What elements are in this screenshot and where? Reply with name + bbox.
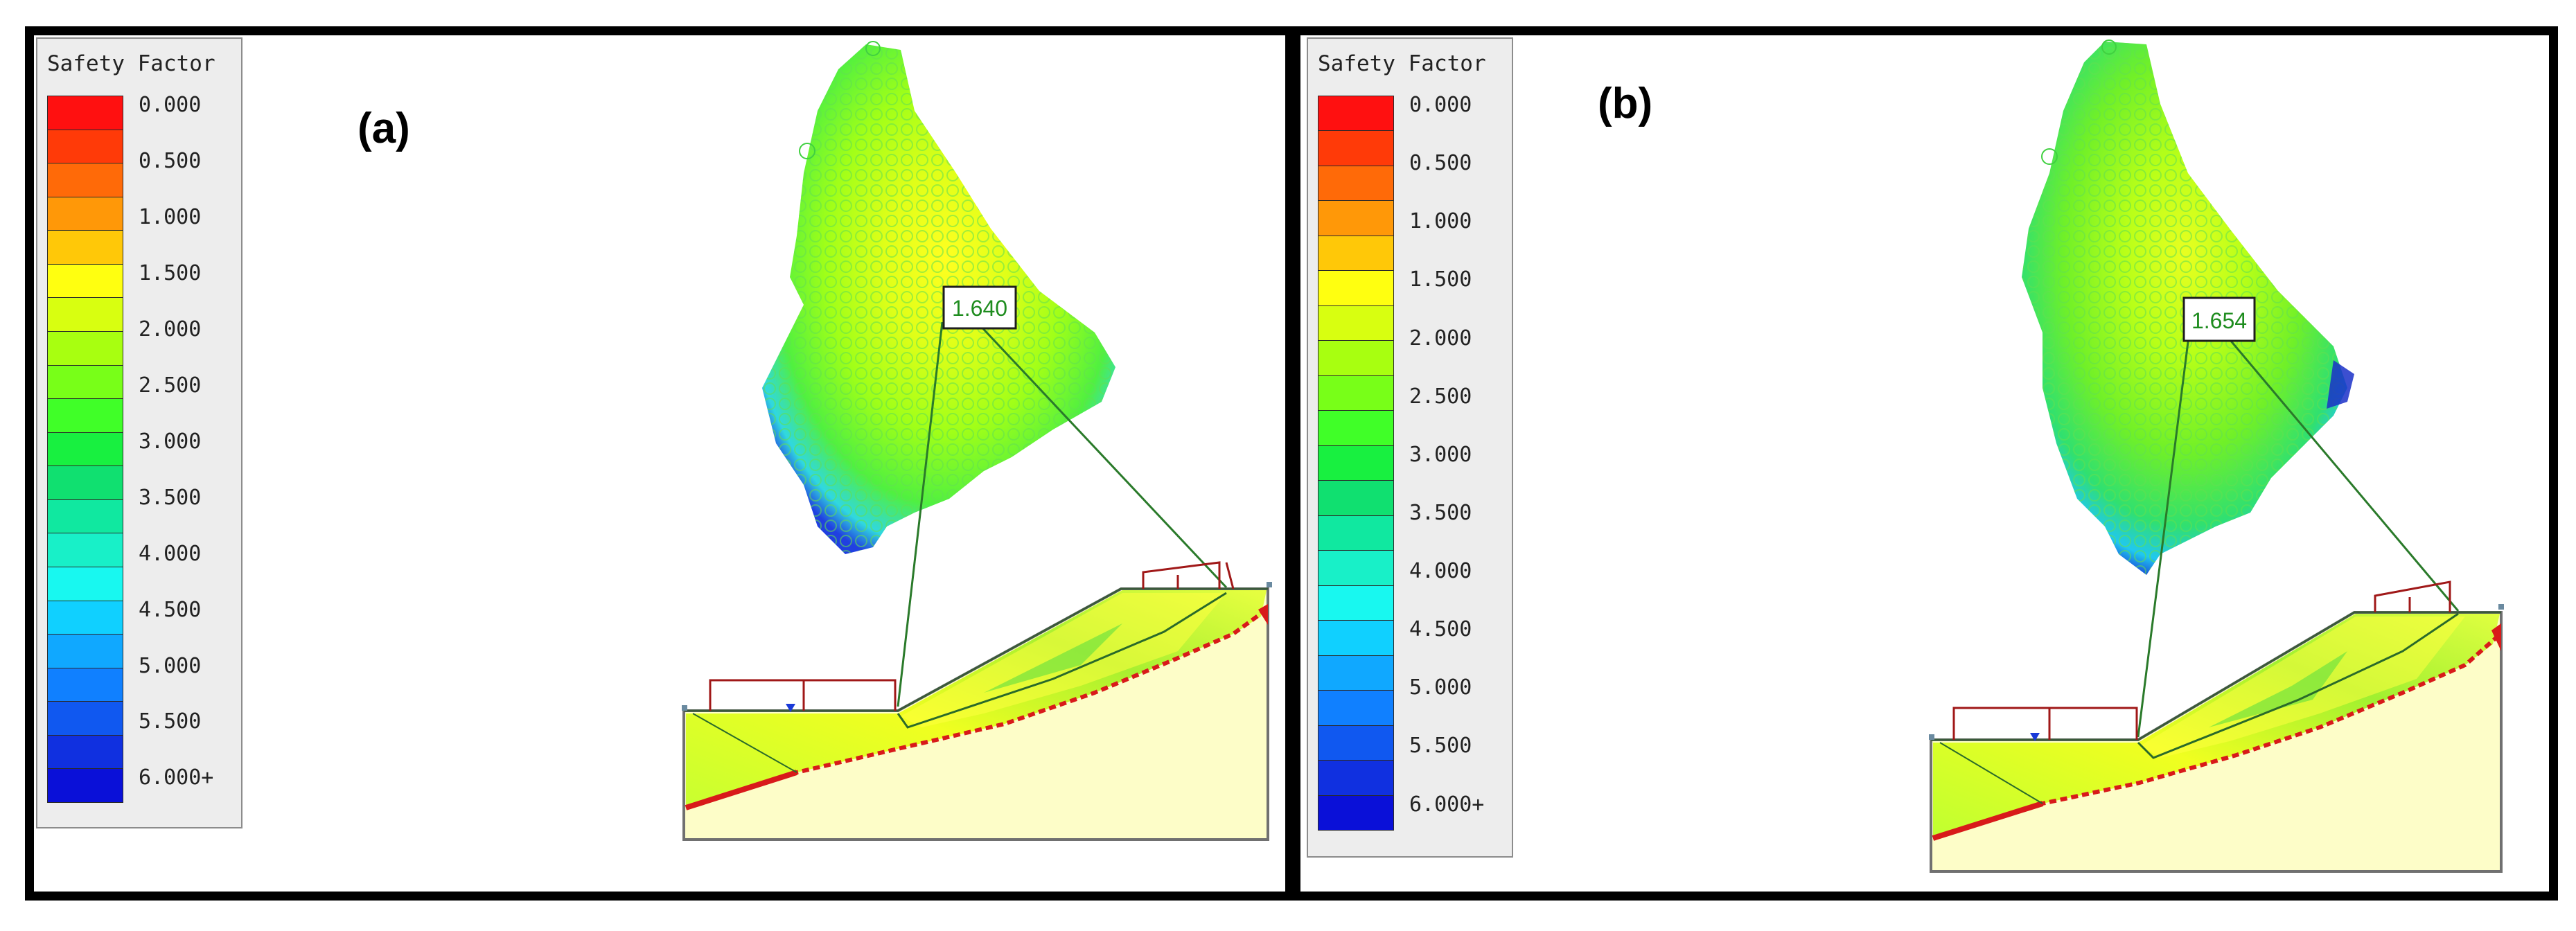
legend-swatch xyxy=(47,567,123,601)
legend-swatch xyxy=(47,734,123,770)
legend-swatch xyxy=(1318,375,1394,411)
legend-color-scale xyxy=(47,96,125,803)
svg-text:1.654: 1.654 xyxy=(2191,308,2247,333)
panel-frame xyxy=(1294,26,2558,901)
legend-value-label: 1.500 xyxy=(139,260,202,285)
legend-swatch xyxy=(1318,585,1394,621)
legend-swatch xyxy=(47,364,123,400)
legend-swatch xyxy=(47,331,123,366)
legend-value-label: 2.500 xyxy=(139,373,202,398)
legend-value-label: 0.000 xyxy=(1409,93,1472,117)
legend-swatch xyxy=(1318,305,1394,342)
safety-factor-legend: Safety Factor 0.000 0.500 1.000 1.500 2.000 2… xyxy=(36,37,242,828)
legend-swatch xyxy=(47,533,123,567)
leader-line xyxy=(897,321,944,707)
legend-swatch xyxy=(1318,725,1394,761)
legend-swatch xyxy=(47,96,123,130)
legend-value-label: 2.000 xyxy=(1409,326,1472,351)
legend-title: Safety Factor xyxy=(1318,51,1486,76)
slip-center-grid-cloud xyxy=(762,41,1115,554)
min-safety-factor-label: 1.654 xyxy=(2182,296,2256,342)
legend-value-label: 3.500 xyxy=(1409,500,1472,525)
legend-swatch xyxy=(1318,235,1394,272)
slope-model xyxy=(1929,580,2504,873)
min-safety-factor-label: 1.640 xyxy=(942,285,1017,330)
legend-swatch xyxy=(47,230,123,265)
leader-line xyxy=(2221,330,2460,612)
legend-value-label: 5.500 xyxy=(139,709,202,734)
legend-value-label: 0.500 xyxy=(1409,151,1472,176)
water-table-marker-icon xyxy=(2030,733,2040,741)
legend-swatch xyxy=(47,667,123,702)
safety-factor-legend: Safety Factor 0.000 0.500 1.000 1.500 2.000 2… xyxy=(1307,37,1513,858)
slope-plot: 1.640 xyxy=(682,41,1272,841)
legend-value-label: 1.000 xyxy=(1409,209,1472,234)
legend-swatch xyxy=(1318,130,1394,166)
legend-swatch xyxy=(47,634,123,668)
leader-line xyxy=(976,321,1228,589)
legend-value-label: 4.000 xyxy=(1409,559,1472,584)
panel-a: Safety Factor 0.000 0.500 1.000 1.500 2.000 2… xyxy=(25,26,1294,901)
legend-value-label: 4.500 xyxy=(1409,617,1472,642)
legend-value-label: 3.500 xyxy=(139,485,202,510)
legend-swatch xyxy=(47,398,123,433)
panel-frame xyxy=(25,26,1294,901)
legend-swatch xyxy=(47,600,123,635)
legend-swatch xyxy=(1318,200,1394,236)
legend-swatch xyxy=(47,701,123,736)
leader-line xyxy=(2137,330,2191,738)
legend-swatch xyxy=(47,263,123,299)
legend-swatch xyxy=(1318,550,1394,586)
panel-b: Safety Factor 0.000 0.500 1.000 1.500 2.000 2… xyxy=(1294,0,2576,931)
legend-swatch xyxy=(1318,620,1394,656)
legend-swatch xyxy=(1318,655,1394,691)
legend-title: Safety Factor xyxy=(47,51,215,76)
legend-color-scale xyxy=(1318,96,1395,831)
legend-swatch xyxy=(1318,795,1394,831)
legend-swatch xyxy=(47,196,123,231)
legend-value-label: 4.500 xyxy=(139,597,202,622)
legend-value-label: 2.500 xyxy=(1409,384,1472,409)
panel-label: (b) xyxy=(1598,80,1653,127)
legend-swatch xyxy=(47,129,123,164)
legend-swatch xyxy=(1318,515,1394,551)
legend-value-label: 6.000+ xyxy=(139,765,214,790)
legend-value-label: 1.500 xyxy=(1409,267,1472,292)
legend-value-label: 3.000 xyxy=(139,429,202,454)
legend-value-label: 1.000 xyxy=(139,204,202,229)
legend-swatch xyxy=(1318,690,1394,726)
svg-text:1.640: 1.640 xyxy=(952,296,1007,321)
legend-swatch xyxy=(1318,445,1394,481)
slope-plot: 1.654 xyxy=(1929,39,2504,873)
legend-value-label: 0.500 xyxy=(139,148,202,173)
legend-value-label: 5.000 xyxy=(1409,675,1472,700)
legend-value-label: 0.000 xyxy=(139,93,202,117)
legend-swatch xyxy=(47,163,123,197)
water-table-marker-icon xyxy=(786,704,795,712)
legend-value-label: 6.000+ xyxy=(1409,792,1485,817)
legend-swatch xyxy=(47,768,123,803)
slope-model xyxy=(682,561,1272,841)
legend-swatch xyxy=(47,297,123,332)
panel-label: (a) xyxy=(358,105,410,152)
legend-swatch xyxy=(47,499,123,534)
legend-value-label: 4.000 xyxy=(139,541,202,566)
legend-swatch xyxy=(47,466,123,500)
legend-value-label: 5.000 xyxy=(139,653,202,678)
legend-value-label: 2.000 xyxy=(139,317,202,342)
legend-swatch xyxy=(1318,760,1394,796)
legend-value-label: 5.500 xyxy=(1409,734,1472,759)
legend-value-label: 3.000 xyxy=(1409,442,1472,467)
